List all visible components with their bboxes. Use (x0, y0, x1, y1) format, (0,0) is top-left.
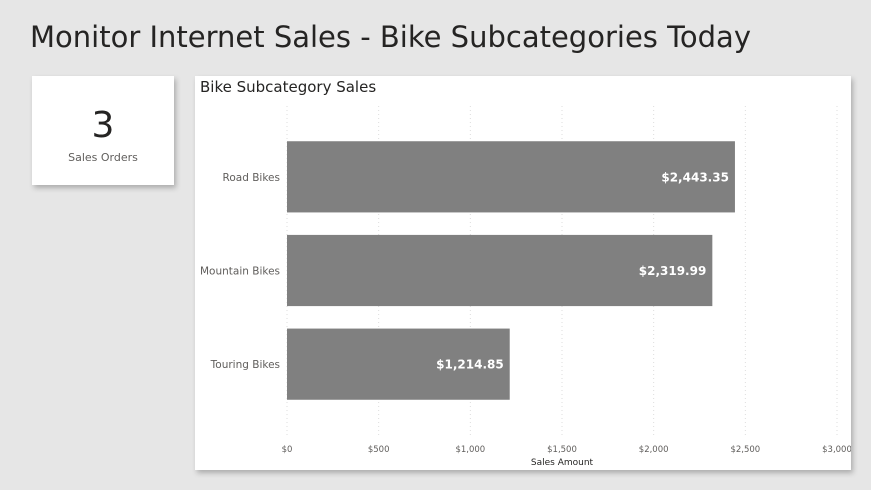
x-tick-label: $1,500 (547, 445, 577, 455)
page-title: Monitor Internet Sales - Bike Subcategor… (30, 20, 751, 54)
bike-subcategory-chart-panel[interactable]: Bike Subcategory Sales $0 $500 $1,000 $1,50… (195, 76, 851, 470)
bar[interactable] (287, 141, 735, 213)
sales-orders-card[interactable]: 3 Sales Orders (32, 76, 174, 185)
data-label: $2,443.35 (661, 170, 729, 184)
x-tick-label: $0 (282, 445, 293, 455)
sales-orders-label: Sales Orders (68, 151, 138, 164)
x-tick-label: $2,500 (730, 445, 760, 455)
x-tick-label: $3,000 (822, 445, 851, 455)
bar[interactable] (287, 234, 713, 307)
x-tick-label: $500 (368, 445, 390, 455)
data-label: $1,214.85 (436, 358, 504, 372)
sales-orders-value: 3 (91, 105, 115, 146)
chart-title: Bike Subcategory Sales (200, 78, 377, 96)
category-label: Mountain Bikes (200, 266, 280, 278)
x-tick-label: $1,000 (455, 445, 485, 455)
bar-chart: $0 $500 $1,000 $1,500 $2,000 $2,500 $3,000 Sale… (200, 106, 851, 468)
category-label: Road Bikes (223, 172, 280, 184)
bar[interactable] (287, 328, 510, 400)
x-tick-label: $2,000 (639, 445, 669, 455)
category-label: Touring Bikes (210, 359, 280, 371)
x-axis-title: Sales Amount (531, 458, 594, 468)
data-label: $2,319.99 (639, 264, 707, 278)
